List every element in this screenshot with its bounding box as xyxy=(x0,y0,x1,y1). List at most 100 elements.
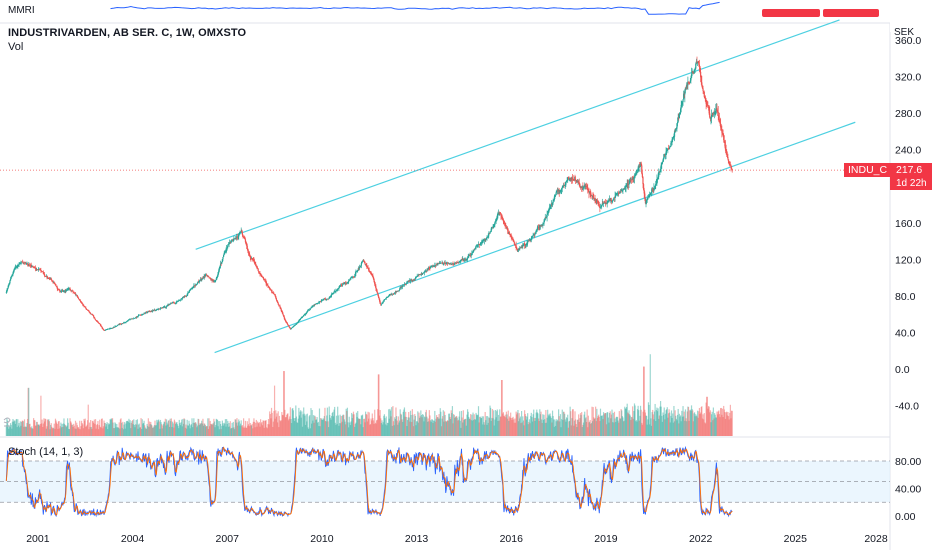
volume-bar xyxy=(339,414,341,436)
volume-bar xyxy=(601,415,603,436)
candle-body xyxy=(643,189,645,194)
candle-body xyxy=(372,276,375,280)
candle-body xyxy=(394,293,396,294)
candle-body xyxy=(569,178,571,180)
candle-body xyxy=(80,302,83,304)
volume-bar xyxy=(555,421,557,436)
volume-bar xyxy=(443,421,445,436)
volume-bar xyxy=(223,422,225,436)
candle-body xyxy=(602,202,605,204)
candle-body xyxy=(47,277,49,279)
volume-bar xyxy=(471,420,474,436)
candle-body xyxy=(490,231,492,233)
candle-body xyxy=(403,284,406,285)
volume-bar xyxy=(615,417,617,436)
volume-bar xyxy=(701,418,704,436)
candle-body xyxy=(638,165,640,168)
candle-body xyxy=(461,259,463,260)
candle-body xyxy=(148,311,151,312)
volume-bar xyxy=(534,417,537,436)
sell-button[interactable] xyxy=(762,9,820,17)
candle-body xyxy=(440,262,443,264)
volume-bar xyxy=(338,423,341,436)
candle-body xyxy=(713,112,716,114)
volume-bar xyxy=(479,416,481,436)
candle-body xyxy=(693,69,696,72)
candle-body xyxy=(548,207,551,211)
volume-bar xyxy=(64,425,66,436)
volume-bar xyxy=(432,420,435,436)
candle-body xyxy=(683,93,685,100)
candle-body xyxy=(363,260,365,262)
volume-bar xyxy=(443,411,446,436)
candle-body xyxy=(698,61,700,65)
volume-bar xyxy=(249,426,251,436)
candle-body xyxy=(493,224,495,226)
buy-button[interactable] xyxy=(823,9,879,17)
volume-bar xyxy=(387,422,389,436)
candle-body xyxy=(564,185,566,186)
candle-body xyxy=(328,297,330,299)
volume-bar xyxy=(300,410,302,436)
volume-bar xyxy=(605,424,608,436)
volume-bar xyxy=(298,407,300,436)
volume-bar xyxy=(262,420,264,436)
candle-body xyxy=(112,327,114,329)
volume-bar xyxy=(471,414,473,436)
candle-body xyxy=(110,328,112,329)
candle-body xyxy=(102,328,105,330)
candle-body xyxy=(485,238,487,240)
volume-bar xyxy=(564,419,566,436)
volume-bar xyxy=(712,420,714,436)
volume-bar xyxy=(653,411,656,436)
candle-body xyxy=(321,300,323,301)
candle-body xyxy=(200,279,202,280)
candle-body xyxy=(436,264,438,266)
candle-body xyxy=(345,282,347,284)
volume-bar xyxy=(727,416,730,436)
candle-body xyxy=(189,289,191,291)
volume-bar xyxy=(184,427,186,436)
candle-body xyxy=(37,269,39,270)
volume-bar xyxy=(125,423,127,436)
candle-body xyxy=(211,279,213,281)
volume-bar xyxy=(212,424,214,436)
candle-body xyxy=(612,198,614,201)
candle-body xyxy=(52,281,54,283)
volume-bar xyxy=(715,417,718,436)
volume-bar xyxy=(238,419,240,436)
candle-body xyxy=(721,129,723,133)
volume-bar xyxy=(320,418,322,436)
candle-body xyxy=(70,290,72,292)
volume-bar xyxy=(280,421,282,436)
candle-body xyxy=(677,117,679,122)
candle-body xyxy=(519,247,521,250)
candle-body xyxy=(406,281,409,283)
candle-body xyxy=(559,190,562,192)
candle-body xyxy=(157,309,159,310)
volume-bar xyxy=(487,416,489,436)
volume-bar xyxy=(329,417,332,436)
volume-bar xyxy=(649,424,651,436)
volume-bar xyxy=(162,425,164,436)
volume-bar xyxy=(603,414,605,436)
volume-bar xyxy=(186,419,188,436)
volume-bar xyxy=(230,428,232,436)
volume-bar xyxy=(15,419,17,436)
volume-bar xyxy=(224,423,226,436)
candle-body xyxy=(261,275,263,277)
volume-bar xyxy=(460,427,462,436)
volume-bar xyxy=(470,414,472,436)
volume-bar xyxy=(479,416,481,436)
volume-bar xyxy=(388,418,390,436)
candle-body xyxy=(183,296,185,298)
candle-body xyxy=(18,263,20,265)
volume-bar xyxy=(94,419,97,436)
volume-bar xyxy=(577,419,579,436)
volume-bar xyxy=(400,414,403,436)
candle-body xyxy=(171,303,173,304)
volume-bar xyxy=(20,425,22,436)
candle-body xyxy=(675,128,677,130)
